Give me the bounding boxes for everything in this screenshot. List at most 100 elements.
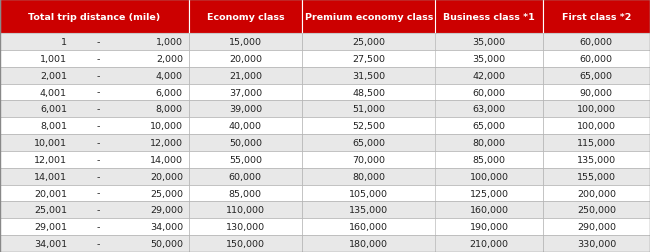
Bar	[543, 218, 650, 235]
Text: 50,000: 50,000	[150, 239, 183, 248]
Bar	[188, 218, 302, 235]
Bar	[188, 34, 302, 51]
Text: 210,000: 210,000	[469, 239, 508, 248]
Text: 8,001: 8,001	[40, 122, 67, 131]
Bar	[543, 235, 650, 252]
Bar	[302, 218, 436, 235]
Text: -: -	[96, 122, 99, 131]
Text: 100,000: 100,000	[577, 122, 616, 131]
Bar	[543, 118, 650, 135]
Bar	[436, 0, 543, 34]
Bar	[436, 135, 543, 151]
Bar	[302, 101, 436, 118]
Text: 34,001: 34,001	[34, 239, 67, 248]
Text: 330,000: 330,000	[577, 239, 616, 248]
Text: 200,000: 200,000	[577, 189, 616, 198]
Text: -: -	[96, 38, 99, 47]
Text: Premium economy class: Premium economy class	[305, 13, 433, 21]
Bar	[543, 68, 650, 84]
Text: 35,000: 35,000	[473, 55, 506, 64]
Bar	[302, 151, 436, 168]
Text: 6,001: 6,001	[40, 105, 67, 114]
Bar	[188, 101, 302, 118]
Bar	[302, 0, 436, 34]
Text: 29,000: 29,000	[150, 206, 183, 214]
Text: 14,001: 14,001	[34, 172, 67, 181]
Bar	[436, 151, 543, 168]
Text: 85,000: 85,000	[473, 155, 506, 164]
Bar	[0, 185, 188, 202]
Text: 10,001: 10,001	[34, 139, 67, 147]
Bar	[543, 202, 650, 218]
Bar	[0, 135, 188, 151]
Text: -: -	[96, 88, 99, 97]
Bar	[436, 34, 543, 51]
Bar	[188, 185, 302, 202]
Bar	[543, 101, 650, 118]
Bar	[543, 51, 650, 68]
Bar	[302, 185, 436, 202]
Bar	[436, 235, 543, 252]
Bar	[436, 202, 543, 218]
Text: 290,000: 290,000	[577, 222, 616, 231]
Text: 4,000: 4,000	[156, 72, 183, 80]
Text: 190,000: 190,000	[469, 222, 508, 231]
Text: 60,000: 60,000	[580, 38, 613, 47]
Text: 2,001: 2,001	[40, 72, 67, 80]
Text: 110,000: 110,000	[226, 206, 265, 214]
Bar	[0, 118, 188, 135]
Bar	[0, 51, 188, 68]
Text: 42,000: 42,000	[473, 72, 506, 80]
Text: Business class *1: Business class *1	[443, 13, 535, 21]
Bar	[188, 235, 302, 252]
Text: -: -	[96, 155, 99, 164]
Bar	[302, 118, 436, 135]
Bar	[436, 185, 543, 202]
Bar	[0, 101, 188, 118]
Text: First class *2: First class *2	[562, 13, 631, 21]
Bar	[302, 34, 436, 51]
Text: 65,000: 65,000	[473, 122, 506, 131]
Text: -: -	[96, 172, 99, 181]
Bar	[0, 168, 188, 185]
Bar	[0, 151, 188, 168]
Text: 130,000: 130,000	[226, 222, 265, 231]
Bar	[188, 151, 302, 168]
Text: 250,000: 250,000	[577, 206, 616, 214]
Bar	[543, 168, 650, 185]
Bar	[188, 68, 302, 84]
Text: 105,000: 105,000	[350, 189, 389, 198]
Bar	[302, 68, 436, 84]
Text: 63,000: 63,000	[473, 105, 506, 114]
Text: -: -	[96, 222, 99, 231]
Bar	[0, 0, 188, 34]
Text: 115,000: 115,000	[577, 139, 616, 147]
Text: 20,000: 20,000	[150, 172, 183, 181]
Text: 60,000: 60,000	[229, 172, 262, 181]
Text: 65,000: 65,000	[580, 72, 613, 80]
Bar	[543, 135, 650, 151]
Text: 150,000: 150,000	[226, 239, 265, 248]
Text: 60,000: 60,000	[473, 88, 506, 97]
Text: 90,000: 90,000	[580, 88, 613, 97]
Text: 70,000: 70,000	[352, 155, 385, 164]
Text: 2,000: 2,000	[156, 55, 183, 64]
Text: -: -	[96, 189, 99, 198]
Text: 34,000: 34,000	[150, 222, 183, 231]
Bar	[302, 168, 436, 185]
Text: 1,000: 1,000	[156, 38, 183, 47]
Bar	[188, 135, 302, 151]
Text: -: -	[96, 55, 99, 64]
Bar	[188, 84, 302, 101]
Text: 39,000: 39,000	[229, 105, 262, 114]
Text: 180,000: 180,000	[350, 239, 389, 248]
Text: 12,000: 12,000	[150, 139, 183, 147]
Text: 135,000: 135,000	[577, 155, 616, 164]
Bar	[0, 202, 188, 218]
Text: -: -	[96, 206, 99, 214]
Bar	[0, 68, 188, 84]
Bar	[188, 0, 302, 34]
Bar	[436, 51, 543, 68]
Text: 8,000: 8,000	[156, 105, 183, 114]
Text: 85,000: 85,000	[229, 189, 262, 198]
